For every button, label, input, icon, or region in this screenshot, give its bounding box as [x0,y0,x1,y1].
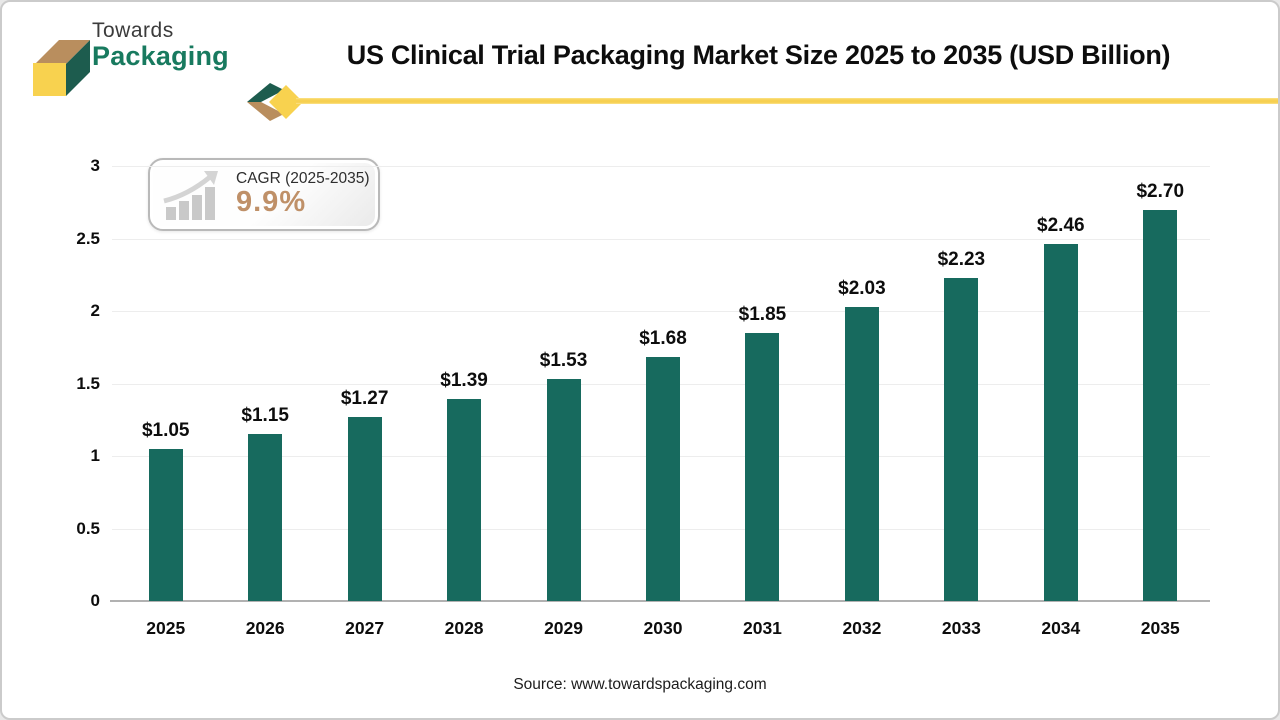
bar [745,332,780,601]
cagr-value: 9.9% [236,186,307,219]
bar-value-label: $2.03 [838,277,886,299]
y-axis-label: 2.5 [76,228,100,248]
x-axis-label: 2026 [245,618,285,638]
bar [646,357,680,601]
divider-arrow-icon [247,83,303,121]
bar-value-label: $1.53 [539,350,588,372]
x-axis-label: 2035 [1140,618,1180,638]
x-axis-label: 2032 [842,618,882,638]
logo-line1: Towards [92,19,174,42]
bar [447,399,482,601]
x-axis-label: 2033 [941,618,981,638]
cagr-label: CAGR (2025-2035) [236,170,370,188]
bar [1043,244,1078,601]
logo: Towards Packaging [14,8,254,96]
x-axis-label: 2029 [544,618,583,638]
x-axis-label: 2027 [345,618,385,638]
bar-value-label: $2.46 [1037,215,1085,237]
bar-value-label: $1.05 [141,419,190,441]
divider-line [296,98,1278,104]
gridline [112,311,1210,312]
y-axis-label: 1 [90,446,100,465]
cagr-text: CAGR (2025-2035) 9.9% [236,170,370,219]
axis-baseline [110,600,1210,602]
x-axis-label: 2030 [643,618,683,638]
bar [1143,209,1178,601]
bar-value-label: $1.85 [738,303,787,325]
x-axis-label: 2034 [1041,618,1081,638]
bar-value-label: $1.68 [639,328,687,350]
bar-value-label: $1.39 [440,370,488,392]
gridline [112,238,1210,240]
bar-value-label: $1.27 [340,387,389,409]
source-text: Source: www.towardspackaging.com [513,676,767,693]
bar-value-label: $1.15 [241,405,289,427]
page-title: US Clinical Trial Packaging Market Size … [346,40,1171,70]
bar [944,277,979,601]
growth-chart-icon [163,170,218,220]
x-axis-label: 2025 [146,618,186,638]
y-axis-label: 1.5 [76,373,100,393]
y-axis-label: 2 [90,301,100,320]
y-axis-label: 3 [90,156,100,175]
bar [546,379,581,601]
bar [347,416,382,601]
logo-line2: Packaging [92,41,229,72]
cagr-badge: CAGR (2025-2035) 9.9% [148,158,380,231]
x-axis-label: 2031 [742,618,782,638]
logo-box-icon [33,40,90,96]
y-axis-label: 0 [90,591,100,610]
bar-value-label: $2.23 [937,248,986,270]
bar [248,434,283,601]
logo-text: Towards Packaging [92,19,229,72]
x-axis-label: 2028 [444,618,484,638]
bar-value-label: $2.70 [1136,180,1185,202]
bar [844,306,879,601]
gridline [112,166,1210,167]
y-axis-label: 0.5 [76,518,100,538]
bar [148,448,183,601]
